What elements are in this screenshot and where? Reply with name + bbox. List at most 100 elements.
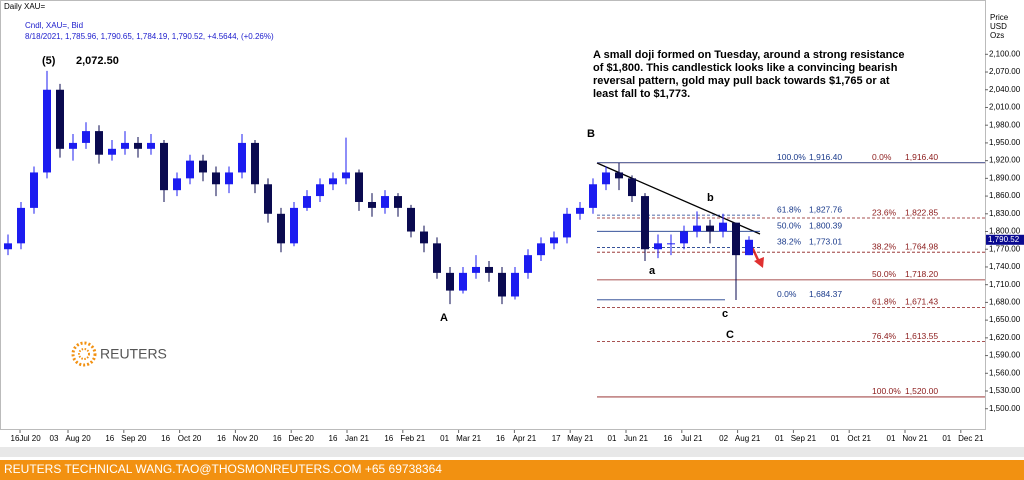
comment: least fall to $1,773. bbox=[593, 88, 690, 100]
candle-body bbox=[628, 178, 636, 197]
candle-body bbox=[641, 196, 649, 250]
x-tick-label: Jul 21 bbox=[681, 434, 703, 443]
x-tick-label: Feb 21 bbox=[400, 434, 425, 443]
y-tick-label: 2,070.00 bbox=[989, 67, 1021, 76]
candle-body bbox=[563, 213, 571, 238]
y-tick-label: 1,920.00 bbox=[989, 156, 1021, 165]
x-tick-label: Sep 21 bbox=[791, 434, 817, 443]
candle-body bbox=[719, 222, 727, 232]
candle-body bbox=[264, 184, 272, 214]
y-tick-label: 1,980.00 bbox=[989, 120, 1021, 129]
annotation: c bbox=[722, 308, 728, 320]
y-tick-label: 1,890.00 bbox=[989, 173, 1021, 182]
axis-label: USD bbox=[990, 22, 1007, 31]
x-tick-label: 02 bbox=[719, 434, 728, 443]
candle-body bbox=[745, 239, 753, 256]
fib-percent: 38.2% bbox=[777, 237, 802, 247]
x-tick-label: 16 bbox=[273, 434, 282, 443]
candle-body bbox=[602, 172, 610, 185]
comment: A small doji formed on Tuesday, around a… bbox=[593, 49, 905, 61]
candle-body bbox=[238, 142, 246, 173]
y-tick-label: 1,650.00 bbox=[989, 315, 1021, 324]
x-tick-label: 01 bbox=[831, 434, 840, 443]
x-tick-label: Dec 21 bbox=[958, 434, 984, 443]
arrow bbox=[750, 246, 764, 268]
x-tick-label: 16 bbox=[496, 434, 505, 443]
y-tick-label: 2,010.00 bbox=[989, 103, 1021, 112]
x-tick-label: Aug 20 bbox=[65, 434, 91, 443]
x-tick-label: 16 bbox=[11, 434, 20, 443]
y-tick-label: 1,530.00 bbox=[989, 386, 1021, 395]
candle-body bbox=[420, 231, 428, 244]
y-tick-label: 1,830.00 bbox=[989, 209, 1021, 218]
candle-body bbox=[498, 272, 506, 297]
last-price: 1,790.52 bbox=[988, 235, 1020, 244]
candle-body bbox=[108, 148, 116, 155]
candle-body bbox=[69, 142, 77, 149]
comment: reversal pattern, gold may pull back tow… bbox=[593, 75, 890, 87]
x-tick-label: 01 bbox=[887, 434, 896, 443]
fib-level: 1,916.40 bbox=[809, 152, 842, 162]
candle-body bbox=[654, 243, 662, 250]
x-tick-label: Oct 20 bbox=[178, 434, 202, 443]
quote-line: 8/18/2021, 1,785.96, 1,790.65, 1,784.19,… bbox=[25, 32, 274, 41]
candle-body bbox=[251, 142, 259, 185]
candle-body bbox=[381, 196, 389, 208]
annotation: B bbox=[587, 128, 595, 140]
x-tick-label: Nov 20 bbox=[233, 434, 259, 443]
candle-body bbox=[368, 201, 376, 208]
x-tick-label: Jun 21 bbox=[624, 434, 649, 443]
subtitle: Cndl, XAU=, Bid bbox=[25, 21, 83, 30]
candle-body bbox=[576, 207, 584, 214]
y-tick-label: 1,560.00 bbox=[989, 368, 1021, 377]
candle-body bbox=[511, 272, 519, 297]
footer: REUTERS TECHNICAL WANG.TAO@THOSMONREUTER… bbox=[4, 462, 442, 476]
y-tick-label: 1,740.00 bbox=[989, 262, 1021, 271]
last-price-box bbox=[986, 234, 1024, 245]
comment: of $1,800. This candlestick looks like a… bbox=[593, 62, 898, 74]
x-tick-label: Nov 21 bbox=[902, 434, 928, 443]
candle-body bbox=[56, 89, 64, 149]
candle-body bbox=[329, 178, 337, 185]
logo: REUTERS bbox=[66, 332, 174, 376]
x-tick-label: Jul 20 bbox=[19, 434, 41, 443]
candle-body bbox=[537, 243, 545, 256]
candle-body bbox=[693, 225, 701, 232]
fib-percent: 0.0% bbox=[872, 152, 892, 162]
fib-level: 1,822.85 bbox=[905, 207, 938, 217]
candle-body bbox=[303, 196, 311, 208]
candle-body bbox=[394, 196, 402, 208]
x-tick-label: 01 bbox=[608, 434, 617, 443]
x-tick-label: 01 bbox=[775, 434, 784, 443]
candle-body bbox=[17, 207, 25, 244]
x-tick-label: 16 bbox=[384, 434, 393, 443]
fib-level: 1,764.98 bbox=[905, 241, 938, 251]
candle-body bbox=[121, 142, 129, 149]
candle-body bbox=[160, 142, 168, 191]
y-tick-label: 1,950.00 bbox=[989, 138, 1021, 147]
x-tick-label: Apr 21 bbox=[513, 434, 537, 443]
x-tick-label: Aug 21 bbox=[735, 434, 761, 443]
candle-body bbox=[732, 222, 740, 256]
candle-body bbox=[30, 172, 38, 208]
fib-percent: 0.0% bbox=[777, 289, 797, 299]
candle-body bbox=[316, 184, 324, 197]
candle-body bbox=[550, 237, 558, 244]
candle-body bbox=[147, 142, 155, 149]
x-tick-label: 01 bbox=[942, 434, 951, 443]
candle-body bbox=[342, 172, 350, 179]
candle-body bbox=[95, 131, 103, 155]
fib-percent: 76.4% bbox=[872, 331, 897, 341]
x-tick-label: 16 bbox=[161, 434, 170, 443]
fib-percent: 100.0% bbox=[777, 152, 806, 162]
fib-level: 1,520.00 bbox=[905, 386, 938, 396]
candle-body bbox=[290, 207, 298, 244]
y-tick-label: 1,710.00 bbox=[989, 280, 1021, 289]
candle-body bbox=[277, 213, 285, 244]
x-tick-label: 01 bbox=[440, 434, 449, 443]
candle-body bbox=[186, 160, 194, 179]
x-tick-label: Jan 21 bbox=[345, 434, 370, 443]
y-tick-label: 1,620.00 bbox=[989, 333, 1021, 342]
fib-level: 1,671.43 bbox=[905, 297, 938, 307]
